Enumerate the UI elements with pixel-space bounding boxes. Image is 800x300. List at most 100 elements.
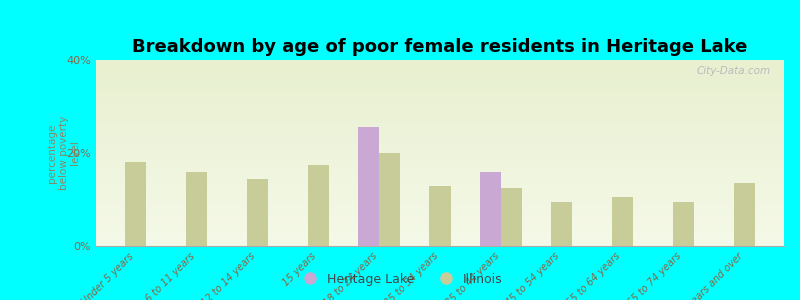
Bar xyxy=(96,123,784,125)
Bar xyxy=(430,185,450,246)
Bar xyxy=(96,190,784,192)
Bar xyxy=(96,240,784,242)
Bar xyxy=(125,162,146,246)
Bar xyxy=(96,101,784,103)
Bar xyxy=(551,202,573,246)
Bar xyxy=(96,216,784,218)
Bar xyxy=(96,142,784,144)
Bar xyxy=(96,90,784,92)
Bar xyxy=(358,128,379,246)
Bar xyxy=(96,181,784,183)
Bar xyxy=(96,62,784,64)
Bar xyxy=(96,229,784,231)
Bar xyxy=(612,197,634,246)
Bar xyxy=(96,122,784,123)
Bar xyxy=(96,69,784,71)
Bar xyxy=(96,84,784,86)
Bar xyxy=(96,200,784,201)
Bar xyxy=(96,116,784,118)
Bar xyxy=(96,224,784,226)
Bar xyxy=(96,95,784,97)
Bar xyxy=(96,160,784,162)
Bar xyxy=(96,235,784,237)
Bar xyxy=(96,114,784,116)
Bar xyxy=(96,170,784,172)
Bar xyxy=(96,164,784,166)
Bar xyxy=(96,175,784,177)
Bar xyxy=(96,106,784,108)
Bar xyxy=(96,88,784,90)
Bar xyxy=(96,153,784,155)
Bar xyxy=(96,86,784,88)
Bar xyxy=(96,68,784,69)
Bar xyxy=(96,205,784,207)
Bar xyxy=(96,97,784,99)
Bar xyxy=(96,119,784,122)
Bar xyxy=(734,183,755,246)
Bar xyxy=(479,172,501,246)
Bar xyxy=(96,211,784,212)
Bar xyxy=(96,177,784,179)
Bar xyxy=(379,153,401,246)
Bar xyxy=(96,209,784,211)
Bar xyxy=(96,80,784,82)
Bar xyxy=(96,77,784,79)
Bar xyxy=(96,196,784,198)
Bar xyxy=(96,138,784,140)
Bar xyxy=(96,146,784,147)
Bar xyxy=(96,198,784,200)
Bar xyxy=(96,159,784,161)
Y-axis label: percentage
below poverty
level: percentage below poverty level xyxy=(47,116,80,190)
Bar xyxy=(96,82,784,84)
Bar xyxy=(96,242,784,244)
Bar xyxy=(96,231,784,233)
Bar xyxy=(246,178,268,246)
Bar xyxy=(96,151,784,153)
Bar xyxy=(96,220,784,222)
Bar xyxy=(96,94,784,95)
Bar xyxy=(96,110,784,112)
Bar xyxy=(96,227,784,229)
Bar xyxy=(96,166,784,168)
Bar xyxy=(96,183,784,184)
Title: Breakdown by age of poor female residents in Heritage Lake: Breakdown by age of poor female resident… xyxy=(132,38,748,56)
Bar xyxy=(96,155,784,157)
Bar xyxy=(96,212,784,214)
Bar xyxy=(96,157,784,159)
Bar xyxy=(96,233,784,235)
Bar xyxy=(96,133,784,134)
Bar xyxy=(96,127,784,129)
Bar xyxy=(96,79,784,80)
Bar xyxy=(186,172,207,246)
Bar xyxy=(96,172,784,173)
Bar xyxy=(96,188,784,190)
Bar xyxy=(96,66,784,68)
Bar xyxy=(96,64,784,66)
Bar xyxy=(96,75,784,77)
Bar xyxy=(96,60,784,62)
Bar xyxy=(673,202,694,246)
Bar xyxy=(96,73,784,75)
Bar xyxy=(96,105,784,106)
Bar xyxy=(96,134,784,136)
Bar xyxy=(96,162,784,164)
Bar xyxy=(96,194,784,196)
Bar xyxy=(96,237,784,239)
Bar xyxy=(96,125,784,127)
Bar xyxy=(96,131,784,133)
Legend: Heritage Lake, Illinois: Heritage Lake, Illinois xyxy=(292,268,508,291)
Bar xyxy=(96,136,784,138)
Bar xyxy=(501,188,522,246)
Bar xyxy=(96,226,784,227)
Bar xyxy=(96,71,784,73)
Bar xyxy=(96,238,784,240)
Bar xyxy=(96,201,784,203)
Bar xyxy=(96,140,784,142)
Bar xyxy=(96,203,784,205)
Bar xyxy=(96,149,784,151)
Bar xyxy=(96,192,784,194)
Bar xyxy=(96,173,784,175)
Bar xyxy=(96,179,784,181)
Bar xyxy=(96,244,784,246)
Bar xyxy=(96,144,784,146)
